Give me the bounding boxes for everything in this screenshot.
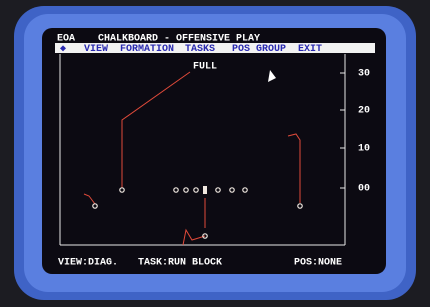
menu-item[interactable]: EXIT xyxy=(298,44,322,55)
monitor-photo: EOA CHALKBOARD - OFFENSIVE PLAY ◆ VIEW FO… xyxy=(0,0,430,307)
menu-item[interactable]: FORMATION xyxy=(120,44,174,55)
status-field: VIEW:DIAG. xyxy=(58,258,118,269)
menu-item[interactable]: GROUP xyxy=(256,44,286,55)
header-title: CHALKBOARD - OFFENSIVE PLAY xyxy=(98,34,260,45)
ball xyxy=(203,186,207,194)
menu-item[interactable]: VIEW xyxy=(84,44,108,55)
yard-label: 20 xyxy=(358,106,370,117)
menu-item[interactable]: TASKS xyxy=(185,44,215,55)
yard-label: 10 xyxy=(358,144,370,155)
page: EOA CHALKBOARD - OFFENSIVE PLAY ◆ VIEW FO… xyxy=(0,0,430,307)
field-label: FULL xyxy=(193,62,217,73)
status-field: POS:NONE xyxy=(294,258,342,269)
menu-item[interactable]: POS xyxy=(232,44,250,55)
header-left: EOA xyxy=(57,34,75,45)
yard-label: 30 xyxy=(358,69,370,80)
status-field: TASK:RUN BLOCK xyxy=(138,258,222,269)
menu-marker: ◆ xyxy=(60,44,66,55)
yard-label: 00 xyxy=(358,184,370,195)
status-bar: VIEW:DIAG. TASK:RUN BLOCK POS:NONE xyxy=(58,258,342,269)
